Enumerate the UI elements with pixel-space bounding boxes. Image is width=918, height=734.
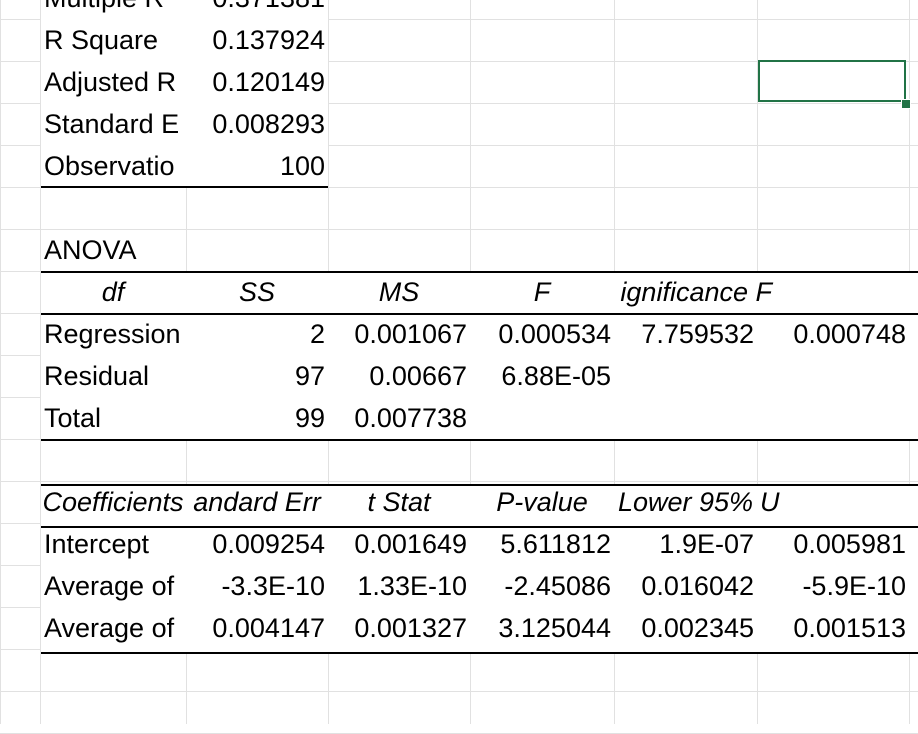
stat-label-cell[interactable]: Multiple R (40, 0, 186, 19)
row-gridline (0, 229, 918, 230)
column-gridline (40, 0, 41, 724)
anova-value-cell[interactable] (614, 355, 757, 397)
coef-value-cell[interactable]: 0.001513 (793, 613, 906, 643)
anova-value-cell[interactable]: 97 (294, 361, 325, 391)
anova-header-cell[interactable]: F (533, 277, 551, 307)
anova-value-cell[interactable]: 0.000748 (793, 319, 906, 349)
stat-value-cell[interactable]: 100 (279, 151, 325, 181)
anova-value-cell[interactable]: 0.001067 (354, 319, 467, 349)
coef-header-cell[interactable]: t Stat (367, 487, 431, 517)
column-gridline (0, 0, 1, 724)
coef-row-label-cell[interactable]: Intercept (44, 529, 150, 559)
coef-header-cell[interactable]: Lower 95% (617, 487, 754, 517)
anova-value-cell[interactable]: 7.759532 (641, 319, 754, 349)
coef-header-cell[interactable]: Coefficients (42, 487, 184, 517)
anova-value-cell[interactable]: 99 (294, 403, 325, 433)
coef-value-cell[interactable]: 0.004147 (212, 613, 325, 643)
coef-header-cell[interactable]: P-value (496, 487, 588, 517)
stat-value-cell[interactable]: 0.137924 (212, 25, 325, 55)
stats-bottom-border (41, 186, 328, 188)
anova-value-cell[interactable]: 0.000534 (498, 319, 611, 349)
anova-row-label-cell[interactable]: Regression (44, 319, 181, 349)
anova-header-border (41, 313, 918, 315)
selected-cell[interactable] (758, 60, 906, 102)
anova-row-label-cell[interactable]: Residual (44, 361, 150, 391)
anova-header-cell[interactable]: df (101, 277, 125, 307)
coef-value-cell[interactable]: -3.3E-10 (221, 571, 325, 601)
coef-row-label-cell[interactable]: Average of (44, 571, 175, 601)
anova-value-cell[interactable] (757, 397, 909, 439)
row-gridline (0, 691, 918, 692)
stat-value-cell[interactable]: 0.371381 (186, 0, 328, 19)
coef-value-cell[interactable]: 0.016042 (641, 571, 754, 601)
anova-value-cell[interactable] (757, 355, 909, 397)
stat-label-cell[interactable]: Standard E (44, 109, 180, 139)
anova-value-cell[interactable]: 2 (309, 319, 325, 349)
coef-value-cell[interactable]: -2.45086 (504, 571, 611, 601)
anova-table-area (41, 272, 918, 440)
coef-value-cell[interactable]: 3.125044 (498, 613, 611, 643)
lower-95-header: U (760, 487, 780, 517)
row-gridline (0, 481, 918, 482)
coef-value-cell[interactable]: 0.005981 (793, 529, 906, 559)
row-gridline (0, 103, 918, 104)
coef-value-cell[interactable]: 1.33E-10 (357, 571, 467, 601)
coef-table-area (41, 485, 918, 653)
stat-label-cell[interactable]: Observatio (44, 151, 175, 181)
coef-value-cell[interactable]: 1.9E-07 (659, 529, 754, 559)
anova-value-cell[interactable]: 6.88E-05 (501, 361, 611, 391)
coef-value-cell[interactable]: 0.002345 (641, 613, 754, 643)
fill-handle[interactable] (901, 99, 911, 109)
anova-value-cell[interactable]: 0.00667 (369, 361, 467, 391)
stats-table-area (41, 0, 328, 187)
anova-value-cell[interactable] (614, 397, 757, 439)
coef-value-cell[interactable]: 5.611812 (500, 529, 611, 559)
coef-header-lower-upper-cell[interactable]: U (758, 481, 918, 523)
anova-header-cell[interactable]: ignificance F (620, 277, 772, 307)
anova-top-border (41, 271, 918, 273)
stat-label-cell[interactable]: R Square (44, 25, 159, 55)
coef-value-cell[interactable]: 0.009254 (212, 529, 325, 559)
coef-header-border (41, 526, 918, 528)
coef-value-cell[interactable]: 0.001649 (354, 529, 467, 559)
anova-value-cell[interactable]: 0.007738 (354, 403, 467, 433)
coef-value-cell[interactable]: -5.9E-10 (802, 571, 906, 601)
row-gridline (0, 187, 918, 188)
row-gridline (0, 145, 918, 146)
stat-value-cell[interactable]: 0.008293 (212, 109, 325, 139)
anova-header-cell[interactable]: SS (238, 277, 276, 307)
coef-row-label-cell[interactable]: Average of (44, 613, 175, 643)
anova-bottom-border (41, 439, 918, 441)
row-gridline (0, 61, 918, 62)
stat-value-cell[interactable]: 0.120149 (212, 67, 325, 97)
anova-header-cell[interactable]: MS (378, 277, 420, 307)
anova-value-cell[interactable] (470, 397, 614, 439)
coef-top-border (41, 484, 918, 486)
stat-label-cell[interactable]: Adjusted R (44, 67, 177, 97)
coef-value-cell[interactable]: 0.001327 (354, 613, 467, 643)
anova-title-cell[interactable]: ANOVA (44, 235, 137, 265)
anova-row-label-cell[interactable]: Total (44, 403, 102, 433)
row-gridline (0, 19, 918, 20)
coef-bottom-border (41, 652, 918, 654)
coef-header-cell[interactable]: andard Err (193, 487, 321, 517)
